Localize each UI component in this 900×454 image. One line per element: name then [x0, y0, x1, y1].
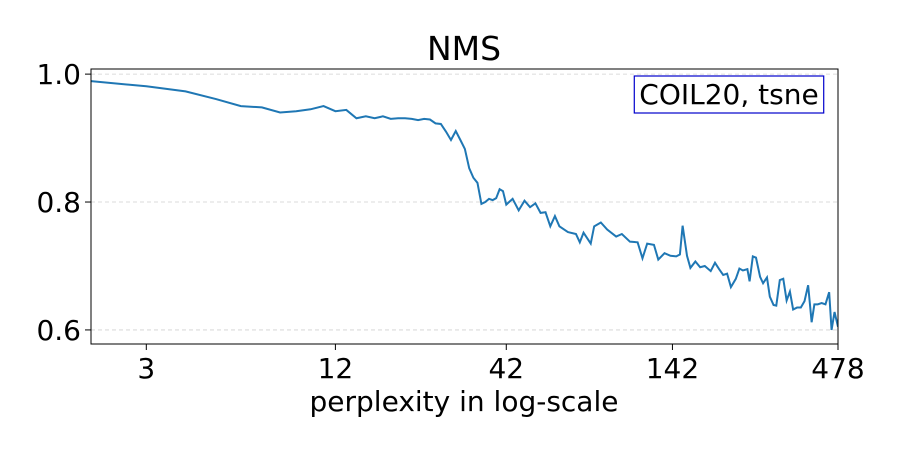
plot-frame: [90, 68, 839, 345]
x-tick-label: 3: [137, 352, 155, 385]
y-tick-label: 0.8: [36, 186, 81, 219]
data-line: [91, 80, 838, 331]
y-tick-label: 0.6: [36, 314, 81, 347]
chart-title: NMS: [427, 29, 501, 68]
x-tick-label: 12: [318, 352, 354, 385]
annotation: COIL20, tsne: [639, 78, 818, 111]
x-tick-label: 142: [646, 352, 699, 385]
y-tick-label: 1.0: [36, 58, 81, 91]
x-axis-label: perplexity in log-scale: [310, 385, 619, 418]
annotation-box: [633, 75, 825, 114]
x-tick-label: 478: [811, 352, 864, 385]
x-tick-label: 42: [488, 352, 524, 385]
